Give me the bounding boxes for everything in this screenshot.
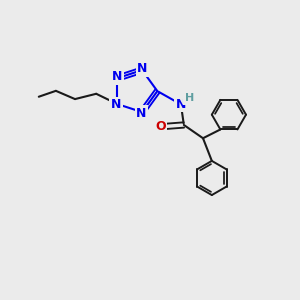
Text: H: H [185,93,194,103]
Text: N: N [137,62,148,75]
Text: N: N [111,98,121,111]
Text: N: N [112,70,122,83]
Text: O: O [155,120,166,133]
Text: N: N [176,98,186,111]
Text: N: N [136,107,147,120]
